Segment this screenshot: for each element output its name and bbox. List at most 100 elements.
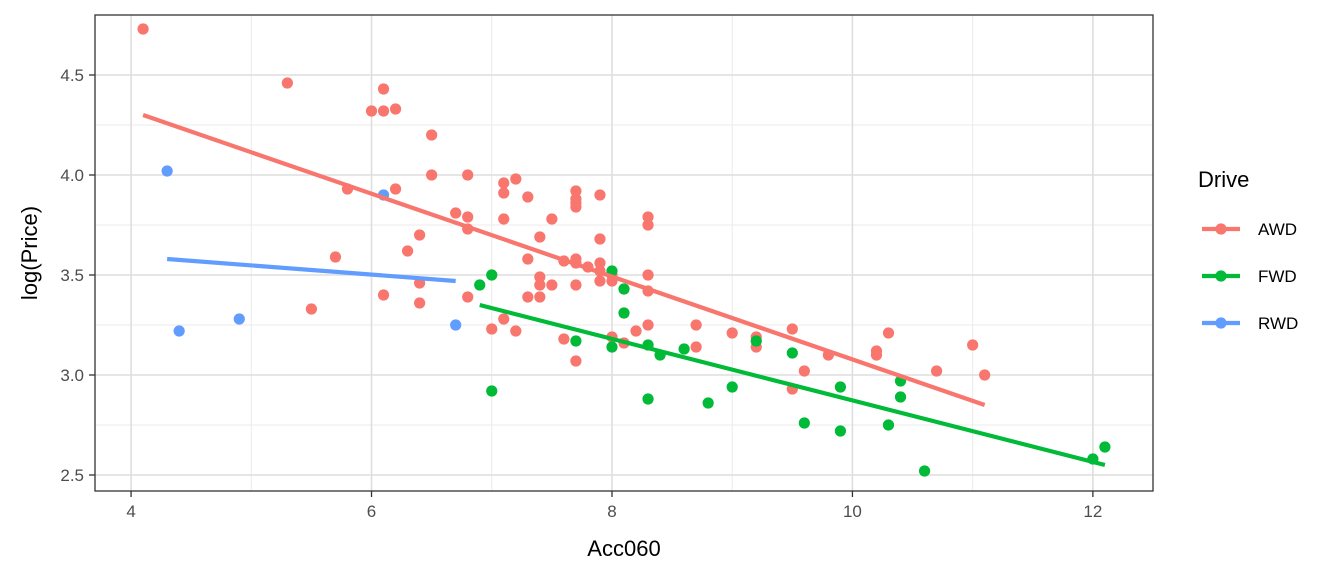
data-point bbox=[930, 365, 943, 377]
data-point bbox=[558, 333, 570, 345]
data-point bbox=[894, 391, 907, 403]
data-point bbox=[498, 187, 510, 199]
data-point bbox=[570, 355, 582, 367]
data-point bbox=[462, 169, 474, 181]
data-point bbox=[522, 291, 534, 303]
x-tick-label: 10 bbox=[843, 502, 862, 521]
x-tick-label: 6 bbox=[367, 502, 376, 521]
data-point bbox=[690, 319, 702, 331]
data-point bbox=[510, 173, 522, 185]
data-point bbox=[630, 325, 642, 337]
data-point bbox=[570, 185, 582, 197]
data-point bbox=[534, 291, 546, 303]
data-point bbox=[534, 231, 546, 243]
x-tick-label: 8 bbox=[607, 502, 616, 521]
data-point bbox=[726, 327, 738, 339]
data-point bbox=[786, 323, 798, 335]
data-point bbox=[534, 279, 546, 291]
legend-title: Drive bbox=[1198, 167, 1249, 192]
data-point bbox=[498, 313, 510, 325]
data-point bbox=[401, 245, 414, 257]
x-tick-label: 12 bbox=[1083, 502, 1102, 521]
data-point bbox=[618, 283, 630, 295]
data-point bbox=[834, 425, 847, 437]
data-point bbox=[486, 269, 498, 281]
data-point bbox=[594, 257, 606, 269]
data-point bbox=[365, 105, 378, 117]
data-point bbox=[606, 341, 618, 353]
data-point bbox=[786, 347, 798, 359]
legend: Drive AWD FWD RWD bbox=[1198, 167, 1298, 333]
data-point bbox=[486, 323, 498, 335]
y-tick-label: 4.0 bbox=[60, 166, 84, 185]
y-tick-label: 2.5 bbox=[60, 466, 84, 485]
data-point bbox=[377, 289, 390, 301]
data-point bbox=[546, 279, 558, 291]
data-point bbox=[510, 325, 522, 337]
data-point bbox=[594, 233, 606, 245]
data-point bbox=[594, 189, 606, 201]
series-layer bbox=[137, 23, 1111, 477]
data-point bbox=[726, 381, 738, 393]
data-point bbox=[137, 23, 149, 35]
data-point bbox=[570, 279, 582, 291]
data-point bbox=[414, 229, 426, 241]
legend-key-point bbox=[1215, 270, 1227, 282]
data-point bbox=[642, 219, 654, 231]
data-point bbox=[642, 393, 654, 405]
series-fwd bbox=[474, 265, 1111, 477]
data-point bbox=[389, 183, 402, 195]
data-point bbox=[750, 335, 762, 347]
data-point bbox=[834, 381, 847, 393]
data-point bbox=[690, 341, 702, 353]
data-point bbox=[522, 191, 534, 203]
data-point bbox=[702, 397, 714, 409]
y-tick-label: 3.5 bbox=[60, 266, 84, 285]
data-point bbox=[570, 335, 582, 347]
data-point bbox=[377, 105, 390, 117]
data-point bbox=[233, 313, 245, 325]
legend-label: AWD bbox=[1258, 220, 1297, 239]
data-point bbox=[450, 319, 462, 331]
legend-key-point bbox=[1215, 317, 1227, 329]
data-point bbox=[979, 369, 991, 381]
data-point bbox=[798, 365, 810, 377]
x-tick-label: 4 bbox=[126, 502, 135, 521]
data-point bbox=[173, 325, 185, 337]
legend-item-fwd: FWD bbox=[1202, 267, 1297, 286]
data-point bbox=[377, 83, 390, 95]
data-point bbox=[522, 253, 534, 265]
data-point bbox=[534, 271, 546, 283]
data-point bbox=[798, 417, 810, 429]
data-point bbox=[281, 77, 293, 89]
data-point bbox=[486, 385, 498, 397]
plot-panel-border bbox=[94, 14, 1154, 492]
data-point bbox=[389, 103, 402, 115]
data-point bbox=[967, 339, 979, 351]
fit-line-fwd bbox=[479, 302, 1106, 468]
data-point bbox=[474, 279, 486, 291]
data-point bbox=[642, 319, 654, 331]
data-point bbox=[161, 165, 173, 177]
fit-line-rwd bbox=[166, 256, 456, 284]
legend-item-rwd: RWD bbox=[1202, 314, 1298, 333]
data-point bbox=[426, 129, 438, 141]
fit-line-awd bbox=[142, 113, 986, 407]
legend-label: FWD bbox=[1258, 267, 1297, 286]
data-point bbox=[594, 275, 606, 287]
data-point bbox=[618, 307, 630, 319]
data-point bbox=[498, 213, 510, 225]
data-point bbox=[329, 251, 342, 263]
y-axis-title: log(Price) bbox=[17, 206, 42, 300]
data-point bbox=[426, 169, 438, 181]
data-point bbox=[882, 327, 895, 339]
data-point bbox=[882, 419, 895, 431]
data-point bbox=[414, 297, 426, 309]
data-point bbox=[678, 343, 690, 355]
data-point bbox=[450, 207, 462, 219]
data-point bbox=[918, 465, 931, 477]
data-point bbox=[305, 303, 318, 315]
axes: 4 6 8 10 12 2.5 3.0 3.5 4.0 4.5 bbox=[60, 66, 1102, 521]
series-awd bbox=[137, 23, 991, 395]
